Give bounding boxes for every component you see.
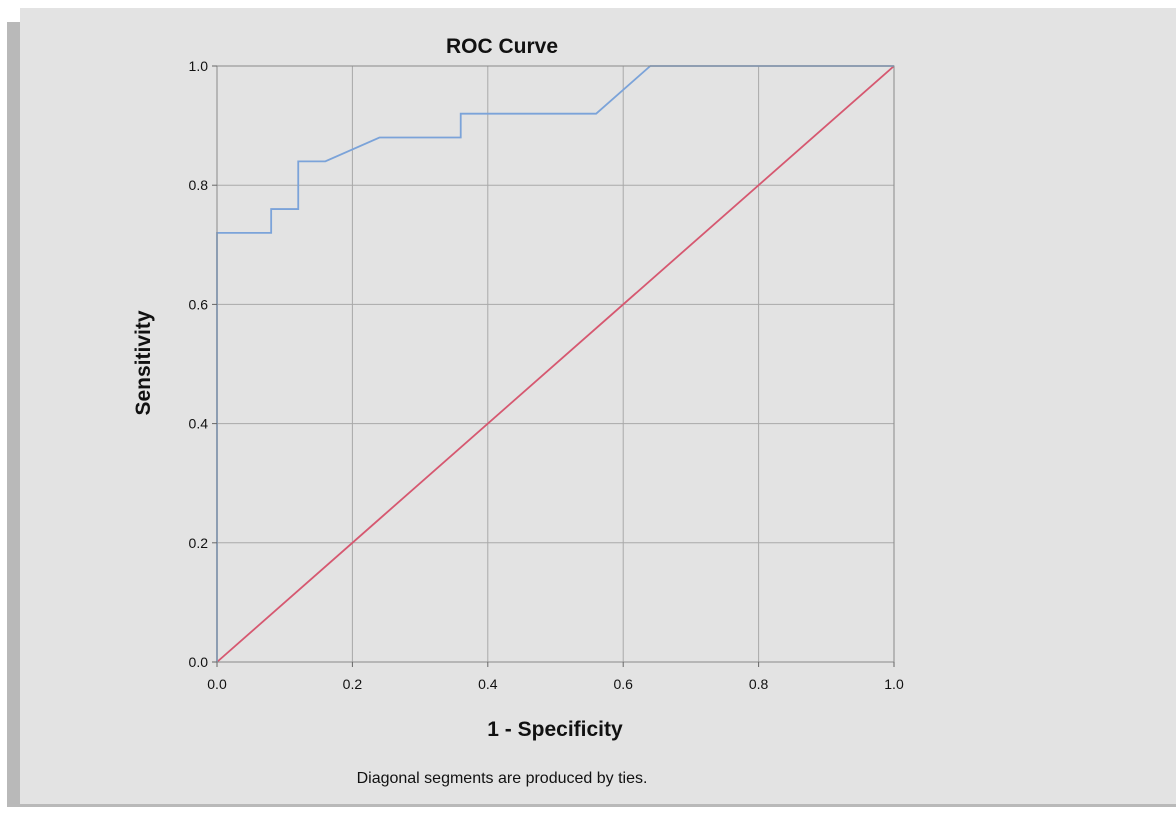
x-tick-label: 0.6 bbox=[613, 676, 633, 692]
y-tick-label: 0.2 bbox=[189, 535, 209, 551]
x-tick-label: 1.0 bbox=[884, 676, 904, 692]
x-tick-label: 0.8 bbox=[749, 676, 769, 692]
y-tick-label: 0.6 bbox=[189, 296, 209, 312]
y-tick-label: 0.4 bbox=[189, 416, 209, 432]
chart-title: ROC Curve bbox=[446, 35, 558, 58]
roc-curve-line bbox=[216, 65, 894, 662]
y-axis-title: Sensitivity bbox=[132, 310, 155, 415]
y-tick-label: 1.0 bbox=[189, 58, 209, 74]
plot-border bbox=[216, 65, 895, 663]
x-tick-label: 0.0 bbox=[207, 676, 227, 692]
y-tick-label: 0.8 bbox=[189, 177, 209, 193]
x-tick-label: 0.4 bbox=[478, 676, 498, 692]
y-tick-label: 0.0 bbox=[189, 654, 209, 670]
x-tick-label: 0.2 bbox=[343, 676, 363, 692]
x-axis-title: 1 - Specificity bbox=[487, 718, 623, 741]
reference-diagonal-line bbox=[216, 65, 895, 663]
chart-footnote: Diagonal segments are produced by ties. bbox=[357, 770, 648, 787]
